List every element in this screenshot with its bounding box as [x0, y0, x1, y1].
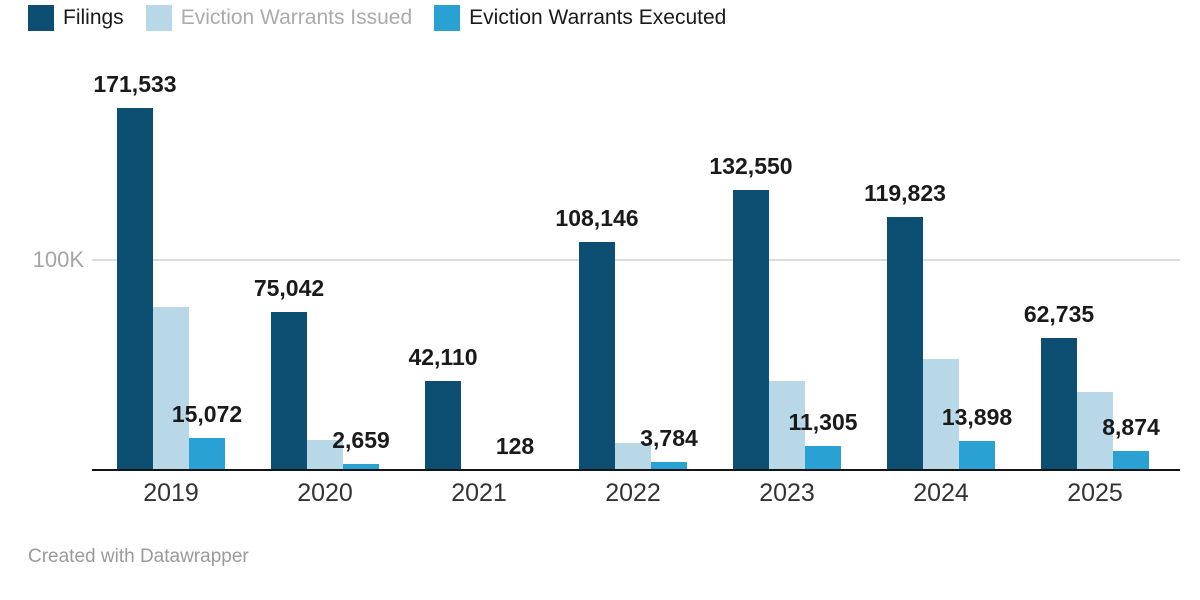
value-label-eviction-warrants-executed-2019: 15,072	[171, 401, 243, 428]
bar-eviction-warrants-executed-2025[interactable]	[1113, 451, 1149, 470]
bar-eviction-warrants-issued-2020[interactable]	[307, 440, 343, 470]
x-axis-tick-2022: 2022	[605, 479, 661, 507]
legend-item-warrants-executed[interactable]: Eviction Warrants Executed	[434, 4, 726, 32]
bar-eviction-warrants-executed-2024[interactable]	[959, 440, 995, 470]
bar-filings-2024[interactable]	[887, 217, 923, 470]
bar-eviction-warrants-issued-2022[interactable]	[615, 442, 651, 470]
value-label-eviction-warrants-executed-2020: 2,659	[332, 427, 390, 454]
datawrapper-credit: Created with Datawrapper	[28, 546, 249, 567]
value-label-filings-2024: 119,823	[864, 180, 946, 207]
legend-label-warrants-issued: Eviction Warrants Issued	[180, 6, 413, 29]
bar-eviction-warrants-issued-2024[interactable]	[923, 359, 959, 470]
x-axis-tick-2023: 2023	[759, 479, 815, 507]
bar-filings-2022[interactable]	[579, 241, 615, 470]
value-label-eviction-warrants-executed-2021: 128	[495, 433, 535, 459]
legend-label-filings: Filings	[63, 6, 124, 29]
legend-label-warrants-executed: Eviction Warrants Executed	[469, 6, 727, 29]
bar-eviction-warrants-issued-2025[interactable]	[1077, 391, 1113, 470]
value-label-eviction-warrants-executed-2024: 13,898	[941, 403, 1013, 430]
value-label-filings-2019: 171,533	[93, 71, 177, 98]
value-label-eviction-warrants-executed-2023: 11,305	[788, 409, 858, 436]
gridline-100k	[92, 259, 1180, 261]
bar-eviction-warrants-executed-2020[interactable]	[343, 464, 379, 470]
value-label-filings-2025: 62,735	[1023, 300, 1095, 327]
bar-eviction-warrants-executed-2022[interactable]	[651, 462, 687, 470]
x-axis-tick-2024: 2024	[913, 479, 969, 507]
x-axis-tick-2019: 2019	[143, 479, 199, 507]
value-label-filings-2022: 108,146	[555, 204, 639, 231]
legend-item-filings[interactable]: Filings	[28, 4, 124, 32]
warrants-executed-swatch-icon	[434, 5, 461, 31]
bar-eviction-warrants-executed-2023[interactable]	[805, 446, 841, 470]
legend-item-warrants-issued[interactable]: Eviction Warrants Issued	[145, 4, 413, 32]
plot-area: 171,533 15,072 75,042 2,659 42,110 128 108,146…	[92, 0, 1180, 470]
bar-filings-2019[interactable]	[117, 108, 153, 470]
value-label-eviction-warrants-executed-2025: 8,874	[1102, 414, 1160, 441]
filings-swatch-icon	[28, 5, 54, 31]
bar-eviction-warrants-executed-2019[interactable]	[189, 438, 225, 470]
bar-eviction-warrants-issued-2019[interactable]	[153, 306, 189, 470]
value-label-filings-2020: 75,042	[253, 274, 325, 301]
x-axis-tick-2025: 2025	[1067, 479, 1123, 507]
bar-filings-2021[interactable]	[425, 381, 461, 470]
bar-filings-2020[interactable]	[271, 311, 307, 470]
warrants-issued-swatch-icon	[145, 5, 172, 31]
value-label-filings-2021: 42,110	[408, 344, 478, 371]
bar-eviction-warrants-issued-2023[interactable]	[769, 381, 805, 470]
y-axis-tick-100k: 100K	[32, 247, 84, 272]
bar-filings-2025[interactable]	[1041, 337, 1077, 470]
x-axis-line	[92, 469, 1180, 471]
bar-filings-2023[interactable]	[733, 190, 769, 470]
value-label-filings-2023: 132,550	[709, 153, 793, 180]
x-axis-tick-2021: 2021	[451, 479, 507, 507]
legend: Filings Eviction Warrants Issued Evictio…	[28, 4, 726, 32]
value-label-eviction-warrants-executed-2022: 3,784	[640, 425, 698, 451]
x-axis-tick-2020: 2020	[297, 479, 353, 507]
